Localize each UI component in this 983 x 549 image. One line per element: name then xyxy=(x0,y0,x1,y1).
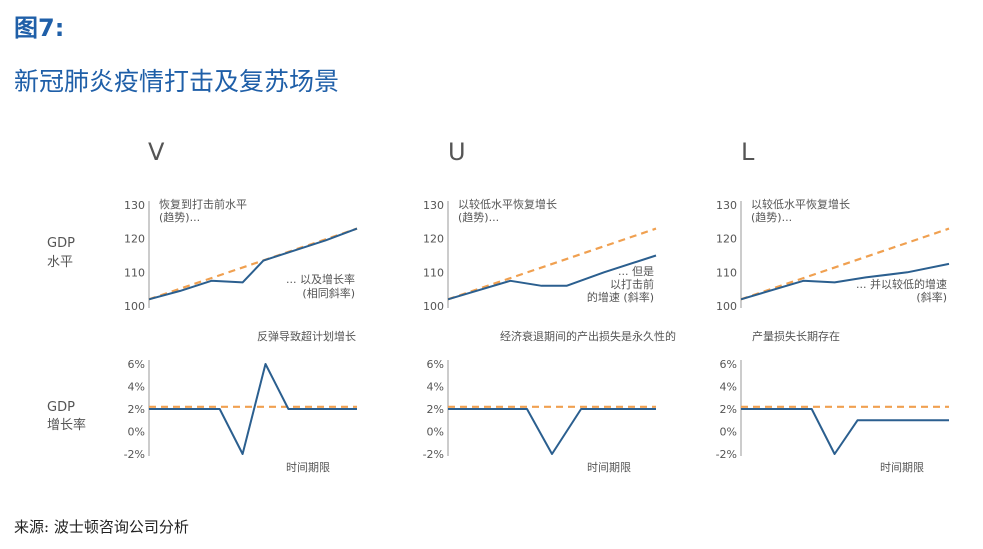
chart-u-level-annotation-bottom: 的增速 (斜率) xyxy=(587,290,654,304)
source-note: 来源: 波士顿咨询公司分析 xyxy=(14,518,189,536)
chart-v-level-tick-label: 120 xyxy=(124,233,145,246)
chart-l-level-annotation-bottom: ... 并以较低的增速 xyxy=(856,277,947,291)
chart-v-level-tick-label: 130 xyxy=(124,199,145,212)
chart-v-level-tick-label: 100 xyxy=(124,300,145,313)
chart-u-level-series-actual xyxy=(447,254,657,301)
chart-u-growth-tick-label: 0% xyxy=(427,426,444,439)
chart-l-growth-tick-label: 2% xyxy=(720,403,737,416)
chart-v-level-annotation-top: (趋势)... xyxy=(159,211,200,224)
chart-u-level-tick-label: 130 xyxy=(423,199,444,212)
row-label-gdp-level-line2: 水平 xyxy=(47,255,73,270)
chart-l-level-tick-label: 130 xyxy=(716,199,737,212)
chart-v-level-caption: 反弹导致超计划增长 xyxy=(257,329,356,343)
scenario-label-v: V xyxy=(148,138,165,166)
figure-label: 图7: xyxy=(14,14,65,42)
chart-u-level-annotation-top: (趋势)... xyxy=(458,211,499,224)
chart-u-level-annotation-top: 以较低水平恢复增长 xyxy=(458,197,557,211)
chart-u-growth-series-actual xyxy=(448,408,656,455)
chart-l-growth-tick-label: 4% xyxy=(720,381,737,394)
chart-l-level-annotation-top: 以较低水平恢复增长 xyxy=(751,197,850,211)
chart-u-level-annotation-bottom: 以打击前 xyxy=(610,277,654,291)
chart-u-level-tick-label: 100 xyxy=(423,300,444,313)
chart-v-growth-tick-label: -2% xyxy=(124,448,145,461)
chart-v-growth-tick-label: 6% xyxy=(128,358,145,371)
chart-l-growth-tick-label: 0% xyxy=(720,426,737,439)
chart-l-growth-series-actual xyxy=(741,408,949,455)
chart-v-growth-tick-label: 2% xyxy=(128,403,145,416)
chart-u-level-annotation-bottom: ... 但是 xyxy=(618,265,654,278)
chart-u-growth-tick-label: 2% xyxy=(427,403,444,416)
chart-l-level-series-actual xyxy=(740,262,950,301)
chart-v-level-series-actual xyxy=(148,227,358,301)
chart-v-level-annotation-bottom: (相同斜率) xyxy=(302,286,355,300)
chart-v-growth-x-label: 时间期限 xyxy=(286,461,330,474)
chart-u-growth-tick-label: 6% xyxy=(427,358,444,371)
figure-title: 新冠肺炎疫情打击及复苏场景 xyxy=(14,67,340,96)
chart-l-level-series-trend xyxy=(740,227,950,301)
chart-l-level-annotation-bottom: (斜率) xyxy=(916,290,947,304)
chart-v-growth-tick-label: 0% xyxy=(128,426,145,439)
chart-l-growth-tick-label: 6% xyxy=(720,358,737,371)
row-label-gdp-growth-line2: 增长率 xyxy=(47,417,86,433)
chart-u-level-caption: 经济衰退期间的产出损失是永久性的 xyxy=(500,329,676,343)
chart-v-level-annotation-bottom: ... 以及增长率 xyxy=(286,272,355,286)
chart-l-level-caption: 产量损失长期存在 xyxy=(752,329,840,343)
chart-v-growth-series-actual xyxy=(149,363,357,455)
chart-l-level-tick-label: 100 xyxy=(716,300,737,313)
row-label-gdp-growth-line1: GDP xyxy=(47,400,75,415)
chart-u-growth-tick-label: -2% xyxy=(423,448,444,461)
chart-u-level-series-trend xyxy=(447,227,657,301)
scenario-label-l: L xyxy=(741,138,755,166)
chart-v-growth-tick-label: 4% xyxy=(128,381,145,394)
chart-l-level-annotation-top: (趋势)... xyxy=(751,211,792,224)
chart-l-growth-x-label: 时间期限 xyxy=(880,461,924,474)
chart-l-growth-tick-label: -2% xyxy=(716,448,737,461)
chart-u-growth-x-label: 时间期限 xyxy=(587,461,631,474)
chart-v-level-tick-label: 110 xyxy=(124,266,145,279)
scenario-label-u: U xyxy=(448,138,466,166)
chart-l-level-tick-label: 110 xyxy=(716,266,737,279)
chart-l-level-tick-label: 120 xyxy=(716,233,737,246)
row-label-gdp-level-line1: GDP xyxy=(47,236,75,251)
chart-u-growth-tick-label: 4% xyxy=(427,381,444,394)
chart-u-level-tick-label: 120 xyxy=(423,233,444,246)
chart-u-level-tick-label: 110 xyxy=(423,266,444,279)
chart-v-level-annotation-top: 恢复到打击前水平 xyxy=(159,197,247,211)
